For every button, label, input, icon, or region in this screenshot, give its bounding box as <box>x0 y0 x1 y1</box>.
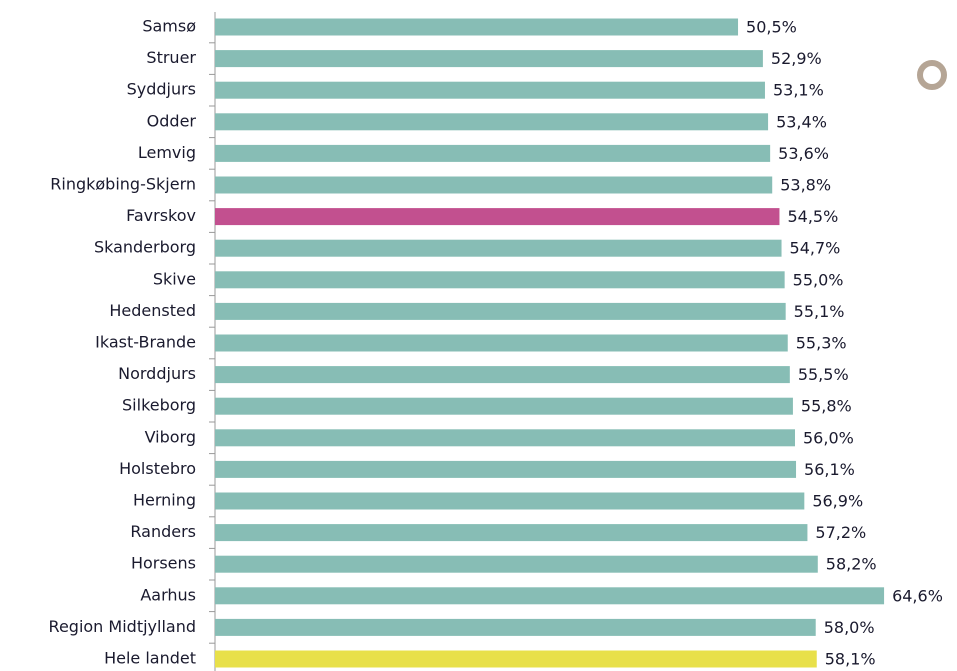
bar <box>215 50 763 68</box>
value-label: 55,3% <box>796 334 847 353</box>
bar <box>215 334 788 352</box>
category-label: Lemvig <box>138 143 196 162</box>
value-label: 58,1% <box>825 650 876 669</box>
bar <box>215 555 818 573</box>
category-label: Silkeborg <box>122 396 196 415</box>
bar <box>215 18 739 36</box>
category-label: Holstebro <box>119 459 196 478</box>
category-label: Struer <box>146 48 196 67</box>
bar <box>215 587 885 605</box>
value-label: 54,7% <box>790 239 841 258</box>
value-label: 53,1% <box>773 81 824 100</box>
value-label: 56,0% <box>803 428 854 447</box>
category-label: Ikast-Brande <box>95 333 196 352</box>
category-label: Syddjurs <box>127 80 196 99</box>
category-label: Odder <box>147 111 197 130</box>
bar <box>215 429 795 447</box>
bar <box>215 144 771 162</box>
value-label: 58,2% <box>826 555 877 574</box>
value-label: 52,9% <box>771 49 822 68</box>
value-label: 56,9% <box>812 492 863 511</box>
value-label: 56,1% <box>804 460 855 479</box>
bar <box>215 366 790 384</box>
category-label: Hedensted <box>109 301 196 320</box>
value-label: 58,0% <box>824 618 875 637</box>
bar <box>215 524 808 542</box>
category-label: Region Midtjylland <box>49 617 196 636</box>
bar <box>215 397 793 415</box>
bar <box>215 208 780 226</box>
category-label: Horsens <box>131 554 196 573</box>
bar <box>215 302 786 320</box>
bar <box>215 81 765 99</box>
bar <box>215 650 817 668</box>
category-label: Skive <box>153 269 196 288</box>
value-label: 53,8% <box>780 176 831 195</box>
bar <box>215 460 797 478</box>
bar <box>215 618 816 636</box>
value-label: 50,5% <box>746 18 797 37</box>
bar <box>215 271 785 289</box>
value-label: 64,6% <box>892 586 943 605</box>
category-label: Hele landet <box>104 649 196 668</box>
bar <box>215 176 773 194</box>
category-label: Aarhus <box>140 585 196 604</box>
bar <box>215 239 782 257</box>
bar <box>215 492 805 510</box>
category-label: Skanderborg <box>94 238 196 257</box>
bar <box>215 113 769 131</box>
category-label: Ringkøbing-Skjern <box>50 175 196 194</box>
value-label: 54,5% <box>787 207 838 226</box>
value-label: 53,6% <box>778 144 829 163</box>
category-label: Favrskov <box>126 206 196 225</box>
value-label: 57,2% <box>815 523 866 542</box>
category-label: Samsø <box>142 17 196 36</box>
category-label: Randers <box>130 522 196 541</box>
value-label: 53,4% <box>776 112 827 131</box>
category-label: Norddjurs <box>118 364 196 383</box>
value-label: 55,8% <box>801 397 852 416</box>
value-label: 55,5% <box>798 365 849 384</box>
value-label: 55,1% <box>794 302 845 321</box>
value-label: 55,0% <box>793 270 844 289</box>
decor-circle <box>917 60 947 90</box>
category-label: Herning <box>133 491 196 510</box>
category-label: Viborg <box>145 427 196 446</box>
